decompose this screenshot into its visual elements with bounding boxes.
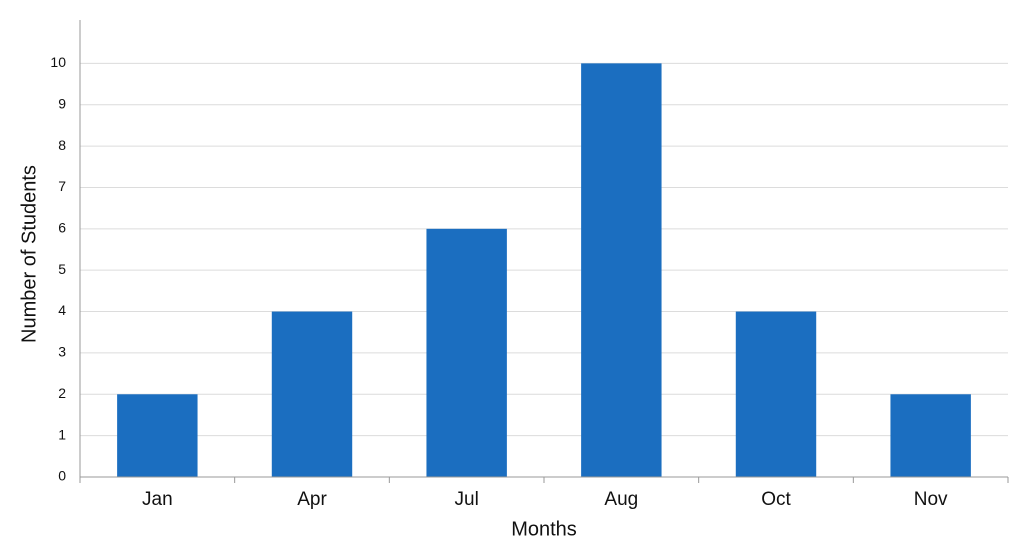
y-tick-label: 6 <box>58 220 66 236</box>
y-tick-label: 2 <box>58 385 66 401</box>
y-tick-label: 10 <box>50 54 66 70</box>
x-tick-label: Oct <box>761 489 791 510</box>
x-axis-title: Months <box>511 518 577 540</box>
x-tick-label: Jan <box>142 489 173 510</box>
y-tick-label: 4 <box>58 302 66 318</box>
bar <box>271 311 353 477</box>
x-tick-label: Nov <box>914 489 948 510</box>
bar <box>426 228 507 477</box>
x-tick-label: Jul <box>455 489 479 510</box>
y-axis-title: Number of Students <box>18 165 40 343</box>
bar <box>735 311 817 477</box>
y-tick-label: 0 <box>58 468 66 484</box>
y-tick-label: 1 <box>58 426 66 442</box>
bar <box>890 394 971 477</box>
x-tick-label: Aug <box>604 489 638 510</box>
bar <box>117 394 198 477</box>
y-tick-label: 9 <box>58 95 66 111</box>
y-tick-label: 8 <box>58 137 66 153</box>
y-tick-label: 3 <box>58 344 66 360</box>
x-tick-label: Apr <box>297 489 327 510</box>
y-tick-label: 5 <box>58 261 66 277</box>
y-tick-label: 7 <box>58 178 66 194</box>
bar <box>581 63 662 477</box>
